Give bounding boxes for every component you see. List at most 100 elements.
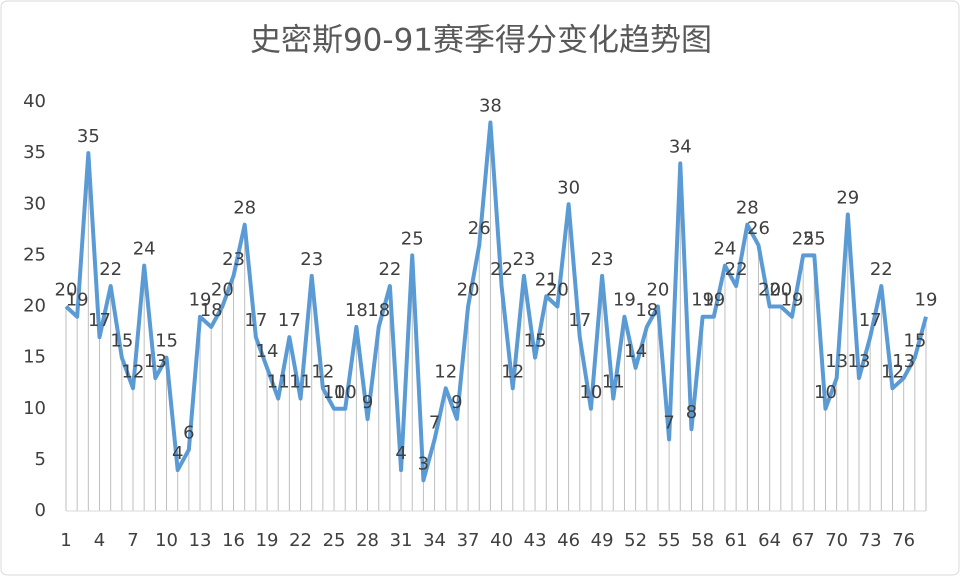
data-label: 19 [702,290,725,311]
y-tick-label: 0 [35,500,46,521]
x-tick-label: 49 [591,530,614,551]
x-tick-label: 25 [323,530,346,551]
data-label: 20 [758,280,781,301]
data-label: 21 [535,269,558,290]
data-label: 22 [725,259,748,280]
data-label: 17 [278,310,301,331]
data-label: 12 [434,361,457,382]
data-label: 22 [99,259,122,280]
data-label: 11 [602,372,625,393]
data-label: 10 [579,382,602,403]
data-label: 4 [395,443,406,464]
data-label: 17 [568,310,591,331]
x-tick-label: 46 [557,530,580,551]
data-label: 10 [334,382,357,403]
data-label: 20 [546,280,569,301]
x-tick-label: 16 [222,530,245,551]
data-label: 7 [663,412,674,433]
y-tick-label: 40 [23,91,46,112]
data-label: 38 [479,95,502,116]
data-label: 19 [781,290,804,311]
data-label: 19 [613,290,636,311]
data-label: 35 [77,126,100,147]
x-tick-label: 43 [524,530,547,551]
x-tick-label: 76 [892,530,915,551]
x-tick-label: 28 [356,530,379,551]
data-label: 17 [88,310,111,331]
data-label: 13 [825,351,848,372]
data-label: 15 [524,331,547,352]
y-tick-label: 15 [23,347,46,368]
data-label: 23 [222,249,245,270]
data-label: 25 [792,228,815,249]
y-tick-label: 20 [23,296,46,317]
data-label: 28 [233,198,256,219]
data-label: 20 [457,280,480,301]
data-label: 13 [892,351,915,372]
data-label: 20 [55,280,78,301]
x-tick-label: 13 [189,530,212,551]
data-label: 19 [189,290,212,311]
data-label: 15 [903,331,926,352]
data-label: 4 [172,443,183,464]
data-label: 20 [211,280,234,301]
y-tick-label: 10 [23,398,46,419]
data-label: 24 [133,239,156,260]
x-tick-label: 73 [859,530,882,551]
x-tick-label: 31 [390,530,413,551]
data-label: 18 [345,300,368,321]
data-label: 18 [367,300,390,321]
x-tick-label: 19 [256,530,279,551]
data-label: 14 [624,341,647,362]
data-label: 23 [512,249,535,270]
data-label: 13 [144,351,167,372]
data-label: 26 [747,218,770,239]
x-tick-label: 64 [758,530,781,551]
data-label: 12 [122,361,145,382]
x-tick-label: 37 [457,530,480,551]
data-label: 22 [378,259,401,280]
data-label: 26 [468,218,491,239]
data-label: 17 [244,310,267,331]
y-tick-label: 30 [23,193,46,214]
data-label: 28 [736,198,759,219]
x-tick-label: 22 [289,530,312,551]
data-label: 23 [300,249,323,270]
x-tick-label: 55 [658,530,681,551]
data-label: 9 [451,392,462,413]
data-label: 19 [66,290,89,311]
data-label: 14 [256,341,279,362]
data-label: 3 [418,453,429,474]
data-label: 11 [289,372,312,393]
data-label: 8 [686,402,697,423]
x-tick-label: 61 [725,530,748,551]
data-label: 11 [267,372,290,393]
data-label: 22 [490,259,513,280]
data-label: 12 [881,361,904,382]
data-label: 15 [155,331,178,352]
chart-title: 史密斯90-91赛季得分变化趋势图 [250,23,712,59]
x-tick-label: 1 [60,530,71,551]
data-label: 12 [311,361,334,382]
x-tick-label: 7 [127,530,138,551]
data-label: 9 [362,392,373,413]
data-label: 19 [915,290,938,311]
data-label: 10 [814,382,837,403]
x-tick-label: 34 [423,530,446,551]
y-tick-label: 35 [23,142,46,163]
data-label: 20 [646,280,669,301]
data-label: 25 [803,228,826,249]
data-label: 7 [429,412,440,433]
x-tick-label: 10 [155,530,178,551]
x-tick-label: 40 [490,530,513,551]
data-label: 23 [591,249,614,270]
data-label: 20 [769,280,792,301]
data-label: 34 [669,136,692,157]
data-label: 18 [635,300,658,321]
data-label: 15 [110,331,133,352]
data-label: 18 [200,300,223,321]
data-label: 25 [401,228,424,249]
y-tick-label: 5 [35,449,46,470]
data-label: 6 [183,423,194,444]
